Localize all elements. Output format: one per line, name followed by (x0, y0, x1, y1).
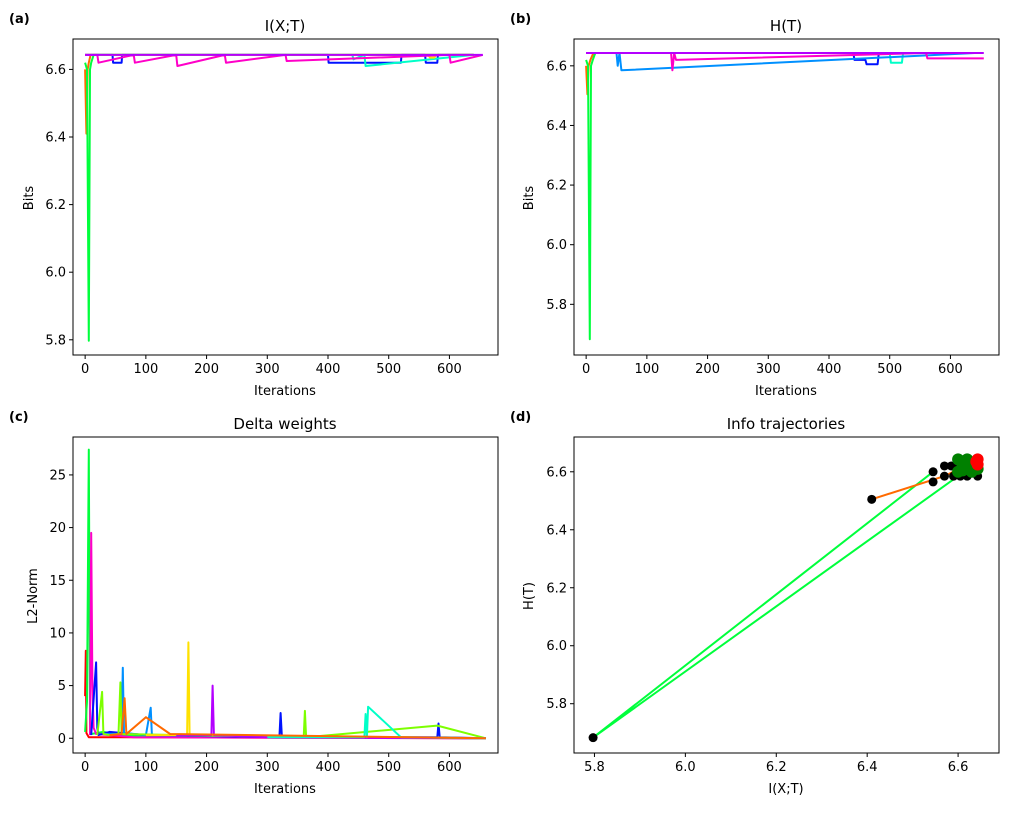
x-tick-label-c: 400 (316, 760, 341, 775)
plot-area-b: 0 100 200 300 400 500 600 5.8 6.0 6.2 6.4 6.6 (546, 52, 984, 377)
y-tick-label-d: 5.8 (546, 697, 567, 712)
x-tick-label-d: 6.4 (857, 760, 878, 775)
x-tick-label-b: 500 (877, 362, 902, 377)
panel-b: (b) H(T) Iterations Bits 0 100 200 300 400 50… (510, 12, 1000, 399)
x-tick-label-a: 100 (133, 362, 158, 377)
series-line-c-s9 (267, 705, 486, 740)
x-tick-label-b: 100 (634, 362, 659, 377)
y-tick-label-d: 6.2 (546, 581, 567, 596)
y-tick-label-d: 6.4 (546, 523, 567, 538)
series-line-a-s2 (84, 53, 474, 342)
x-tick-label-c: 100 (133, 760, 158, 775)
y-tick-label-c: 10 (49, 626, 66, 641)
y-tick-label-a: 5.8 (45, 333, 66, 348)
plot-area-a: 0 100 200 300 400 500 600 5.8 6.0 6.2 6.4 6.6 (45, 53, 484, 377)
panel-title-a: I(X;T) (265, 17, 306, 35)
panel-letter-b: (b) (510, 12, 531, 27)
y-tick-label-c: 20 (49, 521, 66, 536)
x-tick-label-a: 0 (81, 362, 89, 377)
series-line-b-s1 (585, 52, 975, 96)
y-tick-label-a: 6.6 (45, 63, 66, 78)
axes-frame-a (72, 38, 499, 356)
y-tick-label-b: 5.8 (546, 298, 567, 313)
plot-area-d: 5.8 6.0 6.2 6.4 6.6 5.8 6.0 6.2 6.4 6.6 (546, 453, 984, 775)
x-tick-label-c: 0 (81, 760, 89, 775)
panel-letter-c: (c) (9, 410, 29, 425)
x-tick-label-a: 300 (255, 362, 280, 377)
y-tick-label-c: 5 (58, 679, 66, 694)
y-tick-label-a: 6.4 (45, 131, 66, 146)
series-line-c-s10 (109, 697, 486, 740)
axes-frame-b (573, 38, 1000, 356)
x-tick-label-b: 300 (756, 362, 781, 377)
trajectory-start-point (939, 471, 949, 481)
x-axis-label-a: Iterations (254, 384, 316, 399)
series-line-b-s2 (585, 52, 975, 341)
y-axis-label-d: H(T) (522, 582, 537, 610)
y-tick-label-d: 6.6 (546, 465, 567, 480)
trajectory-line-1 (592, 471, 959, 739)
x-tick-label-c: 200 (194, 760, 219, 775)
panel-title-c: Delta weights (233, 415, 336, 433)
x-tick-label-a: 400 (316, 362, 341, 377)
trajectory-start-point (867, 494, 877, 504)
y-tick-label-a: 6.2 (45, 198, 66, 213)
trajectory-start-point (928, 477, 938, 487)
series-line-c-s2 (84, 448, 486, 740)
x-tick-label-b: 400 (817, 362, 842, 377)
panel-letter-d: (d) (510, 410, 531, 425)
series-line-a-s6 (85, 53, 484, 67)
y-tick-label-a: 6.0 (45, 266, 66, 281)
y-axis-label-c: L2-Norm (26, 568, 41, 624)
panel-letter-a: (a) (9, 12, 30, 27)
series-line-b-s6 (586, 52, 984, 72)
series-line-a-s1 (84, 53, 474, 135)
panel-c: (c) Delta weights Iterations L2-Norm 0 10… (9, 410, 499, 797)
trajectory-start-point (939, 461, 949, 471)
x-tick-label-b: 600 (938, 362, 963, 377)
x-tick-label-a: 500 (376, 362, 401, 377)
x-tick-label-b: 200 (695, 362, 720, 377)
x-tick-label-d: 6.0 (675, 760, 696, 775)
panel-a: (a) I(X;T) Iterations Bits 0 100 200 300 400… (9, 12, 499, 399)
x-axis-label-d: I(X;T) (768, 782, 803, 797)
x-axis-label-c: Iterations (254, 782, 316, 797)
trajectory-start-point (588, 733, 598, 743)
y-axis-label-b: Bits (522, 186, 537, 211)
x-tick-label-b: 0 (582, 362, 590, 377)
series-line-c-s1 (84, 649, 486, 740)
x-tick-label-c: 600 (437, 760, 462, 775)
y-tick-label-b: 6.2 (546, 179, 567, 194)
trajectory-end-point (970, 455, 983, 468)
panel-title-b: H(T) (770, 17, 802, 35)
plot-area-c: 0 100 200 300 400 500 600 0 5 10 15 20 25 (49, 448, 487, 775)
trajectory-start-point (928, 467, 938, 477)
x-tick-label-c: 500 (376, 760, 401, 775)
y-tick-label-c: 25 (49, 468, 66, 483)
trajectory-mid-point (961, 459, 974, 472)
series-line-b-s5 (586, 52, 975, 72)
y-axis-label-a: Bits (22, 186, 37, 211)
x-axis-label-b: Iterations (755, 384, 817, 399)
x-tick-label-a: 600 (437, 362, 462, 377)
y-tick-label-b: 6.4 (546, 119, 567, 134)
series-line-c-s7 (145, 641, 486, 740)
y-tick-label-b: 6.0 (546, 238, 567, 253)
x-tick-label-a: 200 (194, 362, 219, 377)
series-line-c-s3 (89, 531, 486, 740)
y-tick-label-d: 6.0 (546, 639, 567, 654)
y-tick-label-c: 15 (49, 574, 66, 589)
y-tick-label-c: 0 (58, 732, 66, 747)
series-line-c-s6 (96, 681, 487, 740)
x-tick-label-c: 300 (255, 760, 280, 775)
axes-frame-c (72, 436, 499, 754)
x-tick-label-d: 5.8 (584, 760, 605, 775)
panel-title-d: Info trajectories (727, 415, 846, 433)
panel-d: (d) Info trajectories I(X;T) H(T) 5.8 6.0… (510, 410, 1000, 797)
axes-frame-d (573, 436, 1000, 754)
x-tick-label-d: 6.6 (948, 760, 969, 775)
x-tick-label-d: 6.2 (766, 760, 787, 775)
y-tick-label-b: 6.6 (546, 59, 567, 74)
